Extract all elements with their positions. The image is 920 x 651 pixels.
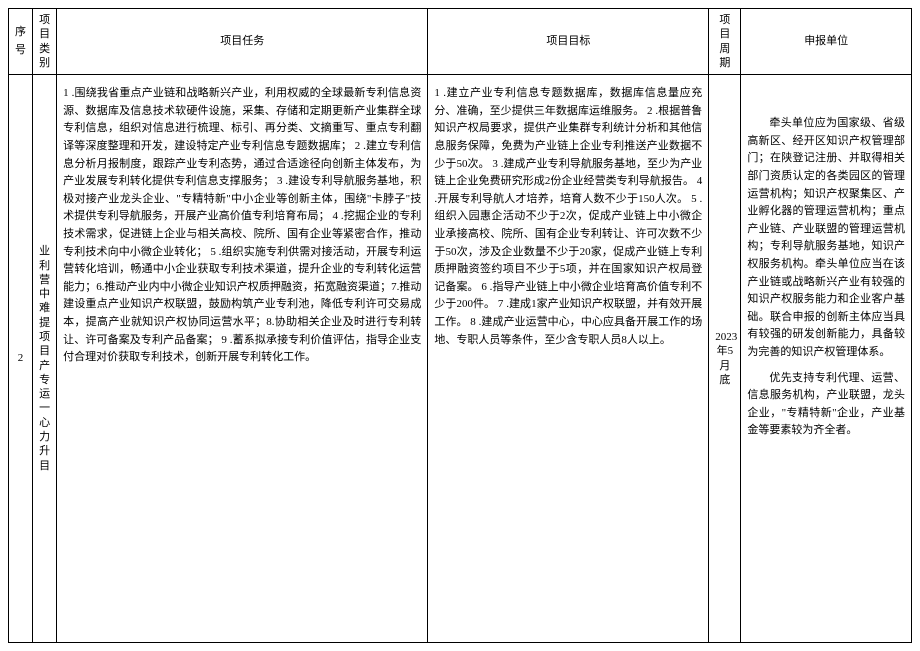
table-row: 2 业利营中难提项目产专运一心力升目 1 .围绕我省重点产业链和战略新兴产业，利… [9,75,912,643]
unit-para-2: 优先支持专利代理、运营、信息服务机构，产业联盟，龙头企业，"专精特新"企业，产业… [747,370,905,440]
cell-unit: 牵头单位应为国家级、省级高新区、经开区知识产权管理部门；在陕登记注册、并取得相关… [741,75,912,643]
project-table: 序号 项目类别 项目任务 项目目标 项目周期 申报单位 2 业利营中难提项目产专… [8,8,912,643]
header-period: 项目周期 [709,9,741,75]
header-goal: 项目目标 [428,9,709,75]
header-unit: 申报单位 [741,9,912,75]
cell-category: 业利营中难提项目产专运一心力升目 [33,75,57,643]
cell-period: 2023年5月底 [709,75,741,643]
header-row: 序号 项目类别 项目任务 项目目标 项目周期 申报单位 [9,9,912,75]
cell-seq: 2 [9,75,33,643]
header-task: 项目任务 [57,9,428,75]
header-seq: 序号 [9,9,33,75]
header-category: 项目类别 [33,9,57,75]
cell-task: 1 .围绕我省重点产业链和战略新兴产业，利用权威的全球最新专利信息资源、数据库及… [57,75,428,643]
cell-goal: 1 .建立产业专利信息专题数据库，数据库信息量应充分、准确，至少提供三年数据库运… [428,75,709,643]
unit-para-1: 牵头单位应为国家级、省级高新区、经开区知识产权管理部门；在陕登记注册、并取得相关… [747,115,905,361]
